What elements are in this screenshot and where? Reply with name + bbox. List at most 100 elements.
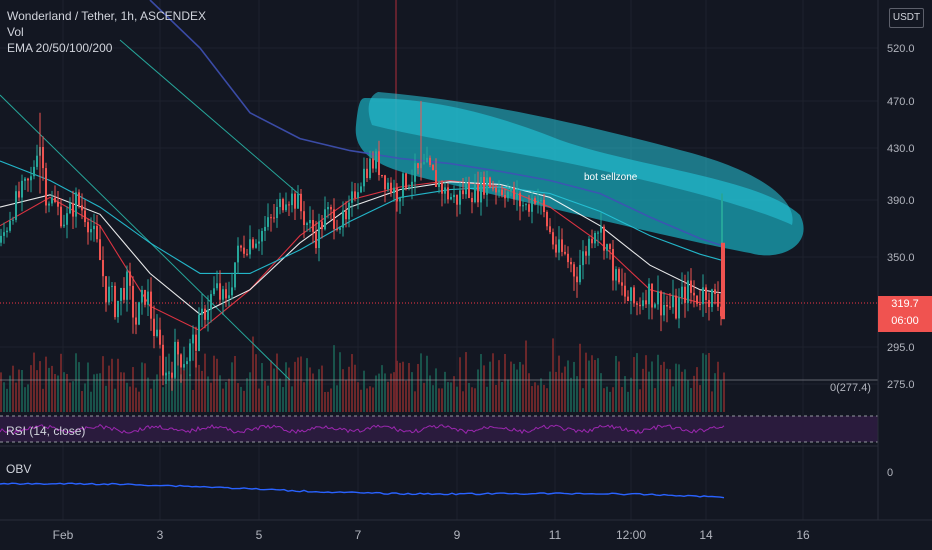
candle-body	[258, 241, 260, 244]
candle-body	[180, 354, 182, 368]
price-tick-label: 275.0	[887, 379, 915, 391]
candle-body	[270, 217, 272, 219]
candle-body	[408, 186, 410, 188]
volume-bar	[315, 379, 317, 412]
volume-bar	[87, 362, 89, 412]
price-tick-label: 295.0	[887, 342, 915, 354]
candle-body	[579, 265, 581, 283]
legend-ema[interactable]: EMA 20/50/100/200	[7, 41, 113, 55]
candle-body	[255, 243, 257, 248]
candle-body	[57, 202, 59, 207]
volume-bar	[93, 374, 95, 412]
volume-bar	[372, 387, 374, 412]
volume-bar	[468, 382, 470, 412]
volume-bar	[330, 388, 332, 412]
candle-body	[567, 253, 569, 263]
volume-bar	[150, 388, 152, 412]
volume-bar	[339, 352, 341, 412]
volume-bar	[714, 373, 716, 412]
volume-bar	[99, 373, 101, 412]
volume-bar	[639, 389, 641, 412]
volume-bar	[360, 389, 362, 412]
candle-body	[576, 276, 578, 283]
candle-body	[711, 289, 713, 307]
volume-bar	[519, 361, 521, 412]
candle-body	[60, 206, 62, 227]
candle-body	[702, 287, 704, 305]
candle-body	[156, 329, 158, 336]
candle-body	[99, 239, 101, 260]
ema-line-1	[0, 179, 722, 332]
candle-body	[522, 205, 524, 207]
time-tick-label: 12:00	[616, 528, 646, 542]
volume-bar	[114, 388, 116, 412]
candle-body	[321, 221, 323, 230]
volume-bar	[189, 374, 191, 412]
volume-bar	[663, 361, 665, 412]
candle-body	[252, 239, 254, 248]
volume-bar	[57, 375, 59, 412]
candle-body	[561, 239, 563, 252]
volume-bar	[408, 363, 410, 412]
candle-body	[486, 177, 488, 195]
volume-bar	[480, 354, 482, 412]
volume-bar	[24, 387, 26, 412]
candle-body	[3, 232, 5, 236]
volume-bar	[210, 382, 212, 412]
obv-label[interactable]: OBV	[6, 462, 32, 476]
volume-bar	[252, 336, 254, 412]
candle-body	[396, 187, 398, 202]
candle-body	[96, 225, 98, 240]
volume-bar	[426, 355, 428, 412]
candle-body	[489, 177, 491, 188]
volume-bar	[558, 355, 560, 412]
volume-bar	[684, 369, 686, 412]
candle-body	[663, 305, 665, 316]
volume-bar	[384, 373, 386, 412]
candle-body	[318, 221, 320, 248]
time-axis[interactable]: Feb 3 5 7 9 11 12:00 14 16	[53, 528, 810, 542]
rsi-label[interactable]: RSI (14, close)	[6, 424, 86, 438]
volume-bar	[45, 356, 47, 412]
candle-body	[501, 189, 503, 195]
volume-bar	[204, 353, 206, 412]
volume-bar	[303, 382, 305, 412]
volume-bar	[3, 382, 5, 412]
volume-bar	[60, 353, 62, 412]
candle-body	[549, 226, 551, 233]
candle-body	[153, 318, 155, 336]
rsi-band	[0, 416, 878, 442]
candle-body	[657, 291, 659, 305]
legend-title[interactable]: Wonderland / Tether, 1h, ASCENDEX	[7, 9, 207, 23]
volume-bar	[438, 388, 440, 412]
candle-body	[108, 286, 110, 303]
volume-bar	[465, 352, 467, 412]
currency-unit-badge[interactable]: USDT	[889, 8, 924, 28]
volume-bar	[6, 388, 8, 412]
candle-body	[201, 308, 203, 315]
candle-body	[204, 308, 206, 320]
candle-body	[114, 285, 116, 318]
candle-body	[261, 231, 263, 242]
volume-bar	[456, 386, 458, 412]
volume-bar	[483, 365, 485, 412]
volume-bar	[366, 388, 368, 412]
volume-bar	[192, 389, 194, 412]
legend-vol[interactable]: Vol	[7, 25, 24, 39]
volume-bar	[72, 381, 74, 412]
volume-bar	[570, 377, 572, 412]
volume-bar	[297, 357, 299, 412]
candle-body	[264, 226, 266, 231]
candle-body	[21, 180, 23, 198]
volume-bar	[327, 391, 329, 412]
price-tick-label: 390.0	[887, 195, 915, 207]
volume-bar	[240, 386, 242, 412]
volume-bar	[528, 373, 530, 412]
volume-bar	[288, 367, 290, 412]
sellzone-annotation[interactable]: bot sellzone	[584, 172, 638, 183]
candle-body	[405, 173, 407, 188]
volume-bar	[435, 368, 437, 412]
price-axis[interactable]: 520.0 470.0 430.0 390.0 350.0 295.0 275.0 0	[877, 0, 915, 520]
volume-bar	[261, 363, 263, 412]
